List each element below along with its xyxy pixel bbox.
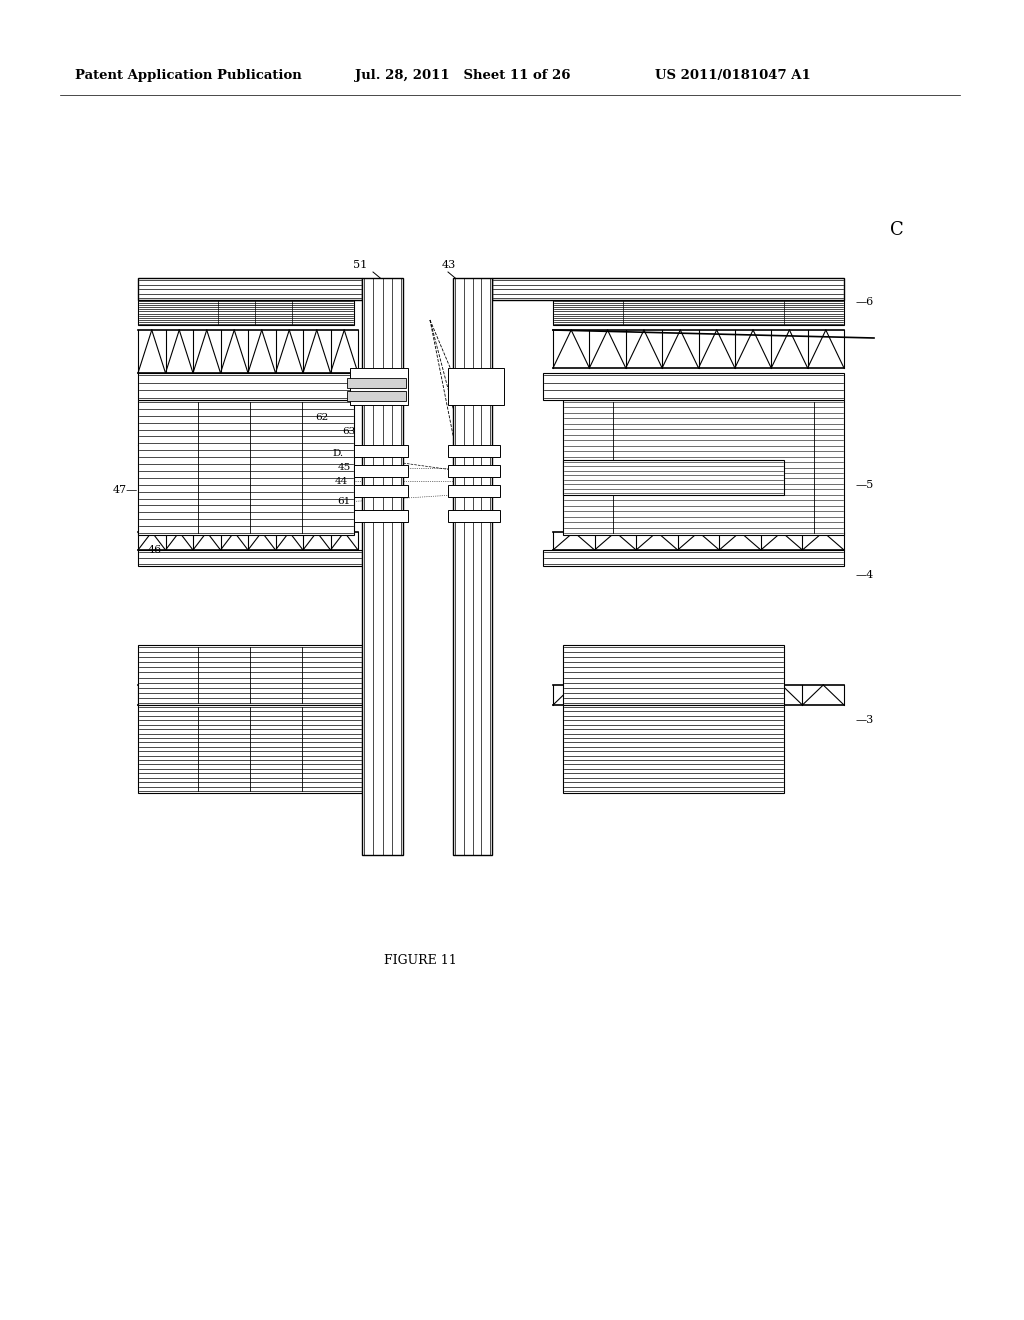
Text: C: C [890,220,904,239]
Bar [449,465,500,477]
Bar [138,279,362,300]
Text: 46: 46 [148,545,162,554]
Bar [350,368,408,405]
Bar [449,510,500,521]
Text: D.: D. [332,449,343,458]
Bar [563,400,844,535]
Text: —3: —3 [856,715,874,725]
Bar [354,484,408,498]
Text: FIGURE 11: FIGURE 11 [384,953,457,966]
Bar [543,550,844,566]
Bar [354,510,408,521]
Text: 51: 51 [352,260,367,271]
Bar [362,279,403,855]
Text: 61: 61 [337,498,350,507]
Bar [138,400,354,535]
Text: Patent Application Publication: Patent Application Publication [75,69,302,82]
Text: US 2011/0181047 A1: US 2011/0181047 A1 [655,69,811,82]
Text: 44: 44 [335,477,348,486]
Text: Jul. 28, 2011   Sheet 11 of 26: Jul. 28, 2011 Sheet 11 of 26 [355,69,570,82]
Bar [449,484,500,498]
Bar [354,445,408,457]
Bar [449,368,504,405]
Text: 62: 62 [315,413,329,422]
Text: —4: —4 [856,570,874,579]
Bar [492,279,844,300]
Bar [563,645,784,705]
Bar [138,645,362,705]
Bar [354,465,408,477]
Bar [347,378,406,388]
Bar [449,445,500,457]
Text: 43: 43 [442,260,457,271]
Bar [543,374,844,400]
Text: —5: —5 [856,480,874,490]
Text: 63: 63 [342,428,355,437]
Bar [563,459,784,495]
Text: 45: 45 [338,463,351,473]
Bar [453,279,492,855]
Bar [138,550,362,566]
Bar [138,374,362,400]
Bar [138,705,362,793]
Bar [553,300,844,325]
Bar [138,300,354,325]
Text: 47—: 47— [113,484,138,495]
Bar [347,391,406,401]
Bar [563,705,784,793]
Text: —6: —6 [856,297,874,308]
